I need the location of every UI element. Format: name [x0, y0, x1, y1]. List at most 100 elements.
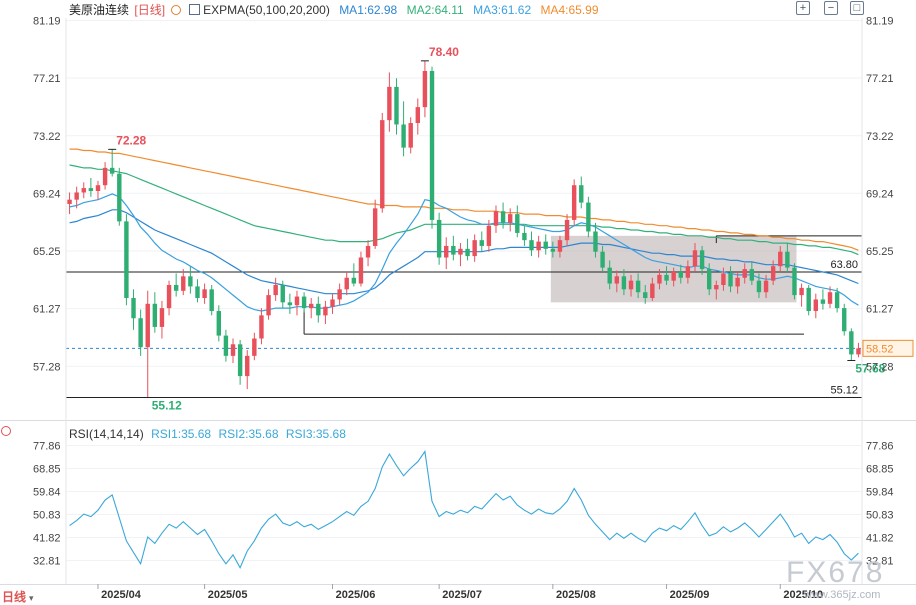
candle-body — [109, 167, 115, 174]
candle-body — [372, 208, 378, 246]
candle-body — [685, 266, 691, 278]
candle-body — [124, 221, 129, 299]
candle-body — [515, 214, 520, 233]
candle-body — [465, 248, 470, 257]
candle-body — [472, 240, 477, 257]
expma-lines — [69, 148, 859, 312]
candle-body — [337, 289, 342, 300]
watermark-url: www.365jz.com — [803, 589, 880, 601]
candle-body — [543, 241, 548, 249]
candle-body — [536, 241, 541, 251]
candle-body — [117, 173, 122, 222]
candle-body — [479, 240, 484, 246]
candle-body — [770, 266, 776, 281]
candle-body — [827, 292, 833, 304]
axes: 81.19 81.19 77.21 77.21 73.22 73.22 69.24 69.24… — [0, 16, 916, 601]
chevron-down-icon: ▾ — [29, 593, 34, 603]
candle-body — [692, 250, 698, 267]
candle-body — [529, 240, 534, 251]
candle-body — [522, 232, 527, 241]
price-tick-right: 73.22 — [866, 131, 894, 143]
grid — [66, 20, 862, 367]
zoom-in-button[interactable]: + — [796, 1, 810, 15]
candle-body — [451, 245, 456, 255]
candle-body — [230, 344, 236, 356]
candle-body — [628, 280, 634, 290]
price-tick-right: 69.24 — [866, 188, 894, 200]
period-badge-label: 日线 — [137, 3, 162, 17]
candle-body — [323, 306, 328, 316]
candle-body — [223, 335, 229, 356]
maximize-button[interactable]: □ — [850, 1, 864, 15]
candle-body — [95, 185, 101, 191]
candle-body — [635, 280, 641, 293]
candle-body — [813, 299, 819, 312]
watermark: FX678 — [786, 556, 884, 589]
ma3-value: MA3:61.62 — [473, 3, 532, 17]
candle-body — [195, 286, 200, 299]
candle-body — [657, 274, 662, 284]
candle-body — [259, 315, 264, 339]
price-tick-left: 61.27 — [33, 304, 61, 316]
candle-body — [714, 284, 719, 290]
indicator-settings-icon[interactable] — [171, 5, 182, 15]
support-resistance-levels: 63.80 55.12 — [66, 235, 862, 398]
candle-body — [145, 303, 150, 348]
candle-body — [721, 273, 726, 285]
candle-body — [152, 303, 158, 327]
price-tick-right: 57.28 — [866, 361, 894, 373]
rsi-tick-right: 77.86 — [866, 441, 894, 453]
time-tick-label: 2025/05 — [208, 589, 248, 601]
ema20-line — [69, 193, 859, 312]
candle-body — [550, 248, 556, 252]
candle-body — [209, 289, 214, 312]
time-tick-label: 2025/09 — [670, 589, 710, 601]
rsi-tick-right: 50.83 — [866, 510, 894, 522]
candle-body — [834, 292, 840, 309]
time-tick-label: 2025/10 — [783, 589, 823, 601]
candle-body — [415, 107, 421, 124]
candle-body — [735, 277, 740, 287]
candle-body — [600, 251, 605, 268]
candle-body — [252, 338, 257, 356]
candle-body — [614, 276, 620, 284]
candle-body — [621, 276, 627, 290]
current-price-box — [862, 339, 914, 357]
ma1-value: MA1:62.98 — [339, 3, 398, 17]
rsi-tick-left: 32.81 — [33, 556, 61, 568]
rsi-tick-right: 41.82 — [866, 533, 894, 545]
candle-body — [678, 271, 683, 278]
rsi-line — [69, 450, 859, 569]
candle-body — [756, 280, 762, 293]
candle-body — [202, 289, 207, 299]
candle-body — [280, 284, 285, 303]
candle-body — [308, 303, 314, 309]
candle-body — [301, 296, 307, 309]
main-legend: 美原油连续 [日线] EXPMA(50,100,20,200) MA1:62.9… — [69, 2, 599, 18]
candle-body — [380, 120, 385, 209]
candle-body — [188, 276, 193, 287]
candle-body — [181, 276, 186, 291]
zoom-out-button[interactable]: − — [824, 1, 838, 15]
period-badge[interactable]: [日线] — [134, 3, 166, 17]
rsi-tick-left: 59.84 — [33, 487, 61, 499]
candle-body — [138, 318, 143, 348]
rsi-legend: RSI(14,14,14) RSI1:35.68 RSI2:35.68 RSI3… — [69, 426, 346, 442]
recent-low-label: 57.68 — [855, 361, 885, 375]
time-tick-label: 2025/06 — [336, 589, 376, 601]
candle-body — [778, 251, 783, 267]
ema100-line — [69, 164, 859, 256]
period-footer[interactable]: 日线 ▾ — [2, 588, 34, 605]
candle-body — [564, 219, 570, 241]
candle-body — [842, 308, 847, 332]
price-tick-left: 69.24 — [33, 188, 61, 200]
candle-body — [742, 269, 747, 278]
rsi-settings-icon[interactable] — [1, 426, 11, 436]
candle-body — [593, 231, 598, 252]
candle-body — [571, 185, 577, 220]
price-tick-right: 61.27 — [866, 304, 894, 316]
price-tick-left: 81.19 — [33, 16, 61, 28]
candle-body — [444, 245, 449, 258]
chart-type-icon[interactable] — [188, 4, 200, 15]
